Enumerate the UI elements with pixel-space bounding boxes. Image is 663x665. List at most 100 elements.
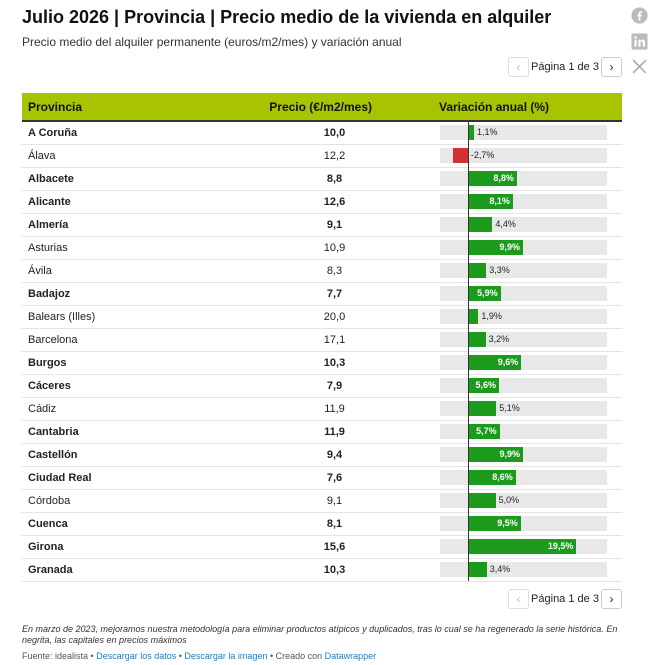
provincia-cell: A Coruña xyxy=(22,121,197,145)
source-text: Fuente: idealista xyxy=(22,651,89,661)
provincia-cell: Ciudad Real xyxy=(22,466,197,490)
variation-bar-track: 5,7% xyxy=(440,420,607,443)
variation-label: 8,6% xyxy=(492,472,513,482)
variation-label: 9,9% xyxy=(499,242,520,252)
column-header-precio[interactable]: Precio (€/m2/mes) xyxy=(197,93,432,122)
linkedin-icon[interactable] xyxy=(631,33,648,50)
created-with-text: Creado con xyxy=(275,651,323,661)
table-body: A Coruña 10,0 1,1% Álava 12,2 -2,7% Albacete 8,… xyxy=(22,121,622,582)
provincia-cell: Cuenca xyxy=(22,512,197,536)
download-data-link[interactable]: Descargar los datos xyxy=(96,651,177,661)
precio-cell: 12,2 xyxy=(197,144,432,168)
provincia-cell: Alicante xyxy=(22,190,197,214)
table-row: Cáceres 7,9 5,6% xyxy=(22,374,622,398)
table-row: Castellón 9,4 9,9% xyxy=(22,443,622,467)
variation-bar xyxy=(467,263,487,278)
separator: • xyxy=(176,651,185,661)
table-row: Cuenca 8,1 9,5% xyxy=(22,512,622,536)
table-row: Álava 12,2 -2,7% xyxy=(22,144,622,168)
table-row: Granada 10,3 3,4% xyxy=(22,558,622,582)
provincia-cell: Castellón xyxy=(22,443,197,467)
precio-cell: 7,6 xyxy=(197,466,432,490)
variation-bar xyxy=(467,562,487,577)
table-row: Ciudad Real 7,6 8,6% xyxy=(22,466,622,490)
variacion-cell: 8,8% xyxy=(432,167,622,191)
download-image-link[interactable]: Descargar la imagen xyxy=(184,651,268,661)
next-page-button[interactable]: › xyxy=(601,589,622,609)
variacion-cell: 19,5% xyxy=(432,535,622,559)
pagination-top: ‹ Página 1 de 3 › xyxy=(508,57,622,77)
variation-bar xyxy=(467,125,474,141)
zero-axis-line xyxy=(467,535,469,558)
precio-cell: 11,9 xyxy=(197,397,432,421)
precio-cell: 17,1 xyxy=(197,328,432,352)
table-row: Barcelona 17,1 3,2% xyxy=(22,328,622,352)
page-title: Julio 2026 | Provincia | Precio medio de… xyxy=(22,7,552,27)
rent-price-table: Provincia Precio (€/m2/mes) Variación an… xyxy=(22,93,622,582)
variation-label: 5,0% xyxy=(498,495,520,505)
table-row: Badajoz 7,7 5,9% xyxy=(22,282,622,306)
variation-label: 4,4% xyxy=(495,219,516,229)
variation-label: 9,6% xyxy=(497,357,519,367)
column-header-provincia[interactable]: Provincia xyxy=(22,93,197,122)
variation-bar xyxy=(467,309,479,324)
variation-bar-track: 3,4% xyxy=(440,558,607,581)
precio-cell: 15,6 xyxy=(197,535,432,559)
provincia-cell: Barcelona xyxy=(22,328,197,352)
precio-cell: 11,9 xyxy=(197,420,432,444)
variation-label: -2,7% xyxy=(470,150,495,160)
variation-bar xyxy=(467,516,521,531)
precio-cell: 8,1 xyxy=(197,512,432,536)
provincia-cell: Cádiz xyxy=(22,397,197,421)
zero-axis-line xyxy=(467,213,469,236)
variation-bar-track: 19,5% xyxy=(440,535,607,558)
facebook-icon[interactable] xyxy=(631,7,648,24)
provincia-cell: Cantabria xyxy=(22,420,197,444)
variation-bar-track: 1,1% xyxy=(440,121,607,145)
table-row: Alicante 12,6 8,1% xyxy=(22,190,622,214)
variation-label: 3,4% xyxy=(489,564,511,574)
variation-bar-track: 9,9% xyxy=(440,443,607,466)
table-row: A Coruña 10,0 1,1% xyxy=(22,121,622,145)
precio-cell: 7,9 xyxy=(197,374,432,398)
variation-bar-track: 5,1% xyxy=(440,397,607,420)
prev-page-button[interactable]: ‹ xyxy=(508,57,529,77)
variation-bar-track: 8,1% xyxy=(440,190,607,213)
column-header-variacion[interactable]: Variación anual (%) xyxy=(432,93,622,122)
provincia-cell: Burgos xyxy=(22,351,197,375)
variation-label: 1,9% xyxy=(481,311,502,321)
provincia-cell: Cáceres xyxy=(22,374,197,398)
variation-bar xyxy=(467,194,513,209)
separator: • xyxy=(267,651,276,661)
table-row: Ávila 8,3 3,3% xyxy=(22,259,622,283)
variacion-cell: 9,5% xyxy=(432,512,622,536)
variation-label: 9,9% xyxy=(499,449,520,459)
provincia-cell: Granada xyxy=(22,558,197,582)
zero-axis-line xyxy=(467,236,469,259)
variation-bar xyxy=(467,217,493,232)
variation-label: 5,1% xyxy=(499,403,520,413)
page-indicator: Página 1 de 3 xyxy=(531,593,599,605)
provincia-cell: Ávila xyxy=(22,259,197,283)
provincia-cell: Albacete xyxy=(22,167,197,191)
variation-bar-track: 9,9% xyxy=(440,236,607,259)
zero-axis-line xyxy=(467,489,469,512)
provincia-cell: Almería xyxy=(22,213,197,237)
datawrapper-link[interactable]: Datawrapper xyxy=(324,651,377,661)
variation-bar-track: -2,7% xyxy=(440,144,607,167)
separator: • xyxy=(88,651,97,661)
variation-bar-track: 3,3% xyxy=(440,259,607,282)
next-page-button[interactable]: › xyxy=(601,57,622,77)
prev-page-button[interactable]: ‹ xyxy=(508,589,529,609)
zero-axis-line xyxy=(467,144,469,167)
table-row: Asturias 10,9 9,9% xyxy=(22,236,622,260)
variation-bar xyxy=(467,401,497,416)
variation-bar xyxy=(452,148,468,163)
variacion-cell: -2,7% xyxy=(432,144,622,168)
variation-bar xyxy=(467,493,496,508)
provincia-cell: Balears (Illes) xyxy=(22,305,197,329)
variation-bar xyxy=(467,240,523,255)
table-row: Córdoba 9,1 5,0% xyxy=(22,489,622,513)
x-icon[interactable] xyxy=(631,58,648,75)
variation-bar-track: 5,9% xyxy=(440,282,607,305)
